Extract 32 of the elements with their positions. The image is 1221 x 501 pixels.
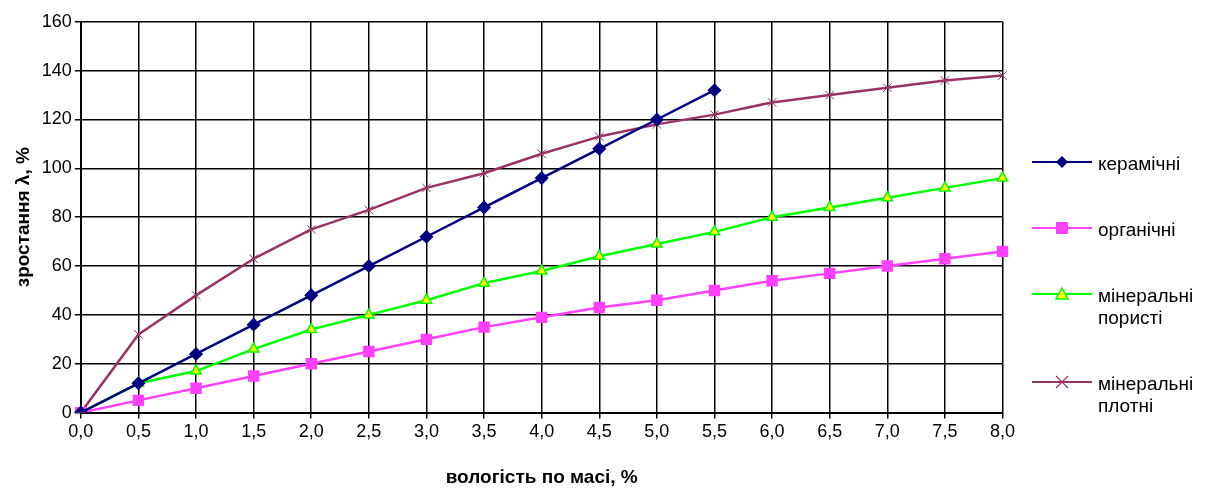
x-tick-label: 5,0 <box>644 421 670 442</box>
y-tick-label: 40 <box>51 303 72 324</box>
x-tick-label: 2,5 <box>356 421 382 442</box>
y-tick-label: 60 <box>51 255 72 276</box>
x-tick-label: 4,0 <box>529 421 555 442</box>
y-tick-label: 20 <box>51 352 72 373</box>
x-tick-label: 6,0 <box>759 421 785 442</box>
x-tick-label: 7,5 <box>932 421 958 442</box>
legend-label: керамічні <box>1098 153 1182 175</box>
x-tick-label: 1,5 <box>241 421 267 442</box>
y-tick-label: 100 <box>41 157 72 178</box>
x-tick-label: 5,5 <box>701 421 727 442</box>
y-axis-title: зростання λ, % <box>11 147 33 288</box>
x-tick-label: 6,5 <box>817 421 843 442</box>
y-tick-label: 140 <box>41 59 72 80</box>
y-tick-label: 80 <box>51 206 72 227</box>
x-tick-label: 3,5 <box>471 421 497 442</box>
x-axis-title: вологість по масі, % <box>445 465 638 487</box>
x-tick-label: 3,0 <box>413 421 439 442</box>
legend-label: органічні <box>1098 219 1177 241</box>
x-tick-label: 7,0 <box>874 421 900 442</box>
legend-label: мінеральні пористі <box>1098 285 1195 329</box>
x-tick-label: 4,5 <box>586 421 612 442</box>
legend-label: мінеральні плотні <box>1098 373 1195 417</box>
x-tick-label: 0,0 <box>68 421 94 442</box>
y-tick-label: 120 <box>41 108 72 129</box>
y-tick-label: 0 <box>61 401 72 422</box>
x-tick-label: 1,0 <box>183 421 209 442</box>
x-tick-label: 0,5 <box>125 421 151 442</box>
x-tick-label: 2,0 <box>298 421 324 442</box>
x-tick-label: 8,0 <box>989 421 1015 442</box>
y-tick-label: 160 <box>41 10 72 31</box>
